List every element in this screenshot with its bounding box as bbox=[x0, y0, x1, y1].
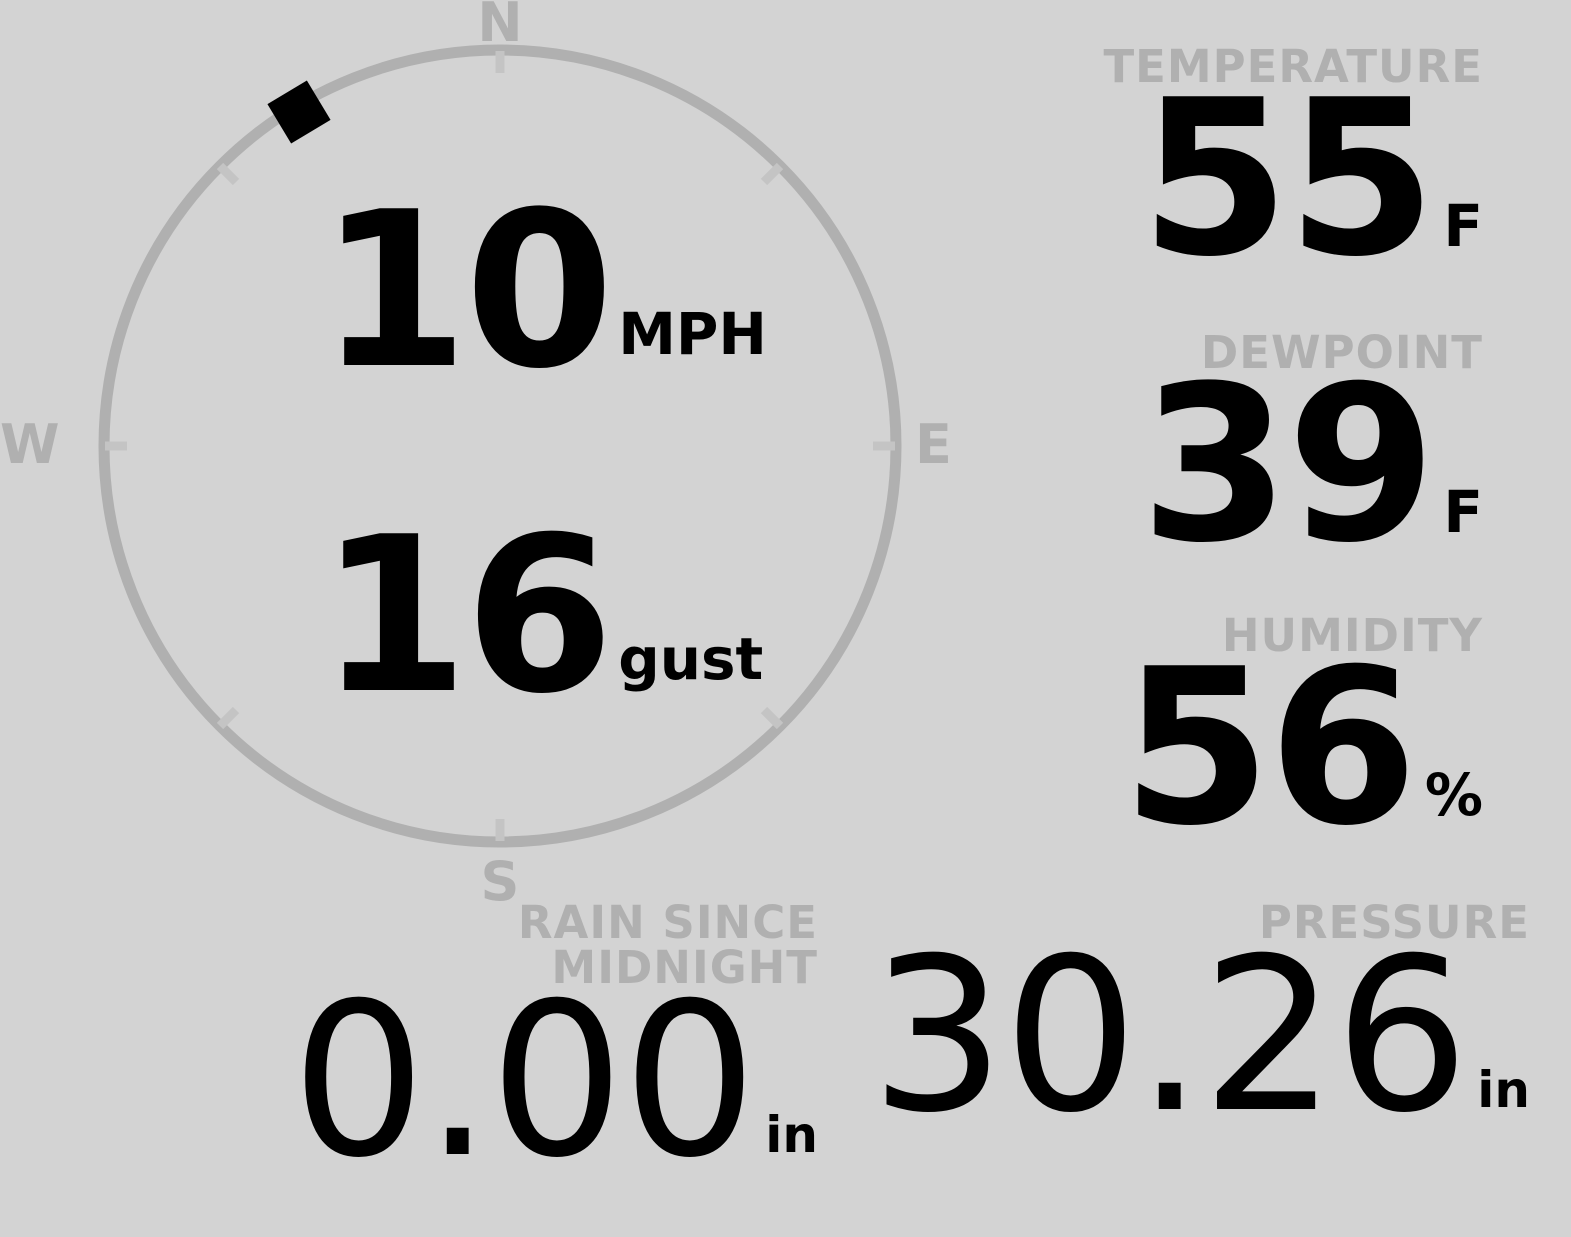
metric-pressure-label: PRESSURE bbox=[1258, 896, 1530, 949]
metric-dewpoint-value-row: 39 F bbox=[1140, 339, 1483, 590]
metric-temperature-label: TEMPERATURE bbox=[1103, 40, 1483, 93]
metric-humidity: HUMIDITY 56 % bbox=[1121, 609, 1483, 873]
metric-humidity-value-row: 56 % bbox=[1121, 622, 1483, 873]
metric-pressure-value-row: 30.26 in bbox=[870, 929, 1530, 1141]
wind-speed-readout: 10 MPH bbox=[319, 165, 767, 416]
wind-gust-readout: 16 gust bbox=[319, 490, 764, 741]
compass-label-south: S bbox=[480, 850, 520, 913]
wind-compass: N E S W 10 MPH 16 gust bbox=[0, 0, 952, 909]
metric-humidity-label: HUMIDITY bbox=[1221, 609, 1483, 662]
metric-dewpoint-label: DEWPOINT bbox=[1200, 326, 1483, 379]
metric-temperature-value: 55 bbox=[1140, 53, 1436, 304]
metric-rain-value: 0.00 bbox=[291, 957, 757, 1204]
wind-gust-value: 16 bbox=[319, 490, 614, 741]
metric-dewpoint: DEWPOINT 39 F bbox=[1140, 326, 1483, 590]
metric-temperature-unit: F bbox=[1443, 192, 1483, 261]
metric-dewpoint-unit: F bbox=[1443, 478, 1483, 547]
metric-pressure-value: 30.26 bbox=[870, 912, 1469, 1159]
metric-rain-value-row: 0.00 in bbox=[248, 957, 818, 1204]
compass-ring bbox=[97, 43, 903, 849]
metric-rain-label: RAIN SINCE MIDNIGHT bbox=[517, 896, 818, 994]
wind-speed-value: 10 bbox=[319, 165, 614, 416]
compass-label-east: E bbox=[915, 413, 952, 476]
metric-temperature: TEMPERATURE 55 F bbox=[1103, 40, 1483, 304]
metric-dewpoint-value: 39 bbox=[1140, 339, 1436, 590]
metric-pressure-unit: in bbox=[1477, 1061, 1530, 1120]
metric-humidity-value: 56 bbox=[1121, 622, 1418, 873]
wind-gust-unit: gust bbox=[618, 625, 764, 694]
metric-temperature-value-row: 55 F bbox=[1103, 53, 1483, 304]
compass-label-west: W bbox=[0, 413, 60, 476]
metric-humidity-unit: % bbox=[1424, 761, 1483, 830]
metric-pressure: PRESSURE 30.26 in bbox=[870, 896, 1530, 1142]
metric-rain-since-midnight: RAIN SINCE MIDNIGHT 0.00 in bbox=[248, 896, 818, 1204]
metric-rain-unit: in bbox=[765, 1106, 818, 1165]
compass-label-north: N bbox=[477, 0, 523, 54]
wind-speed-unit: MPH bbox=[618, 300, 767, 369]
